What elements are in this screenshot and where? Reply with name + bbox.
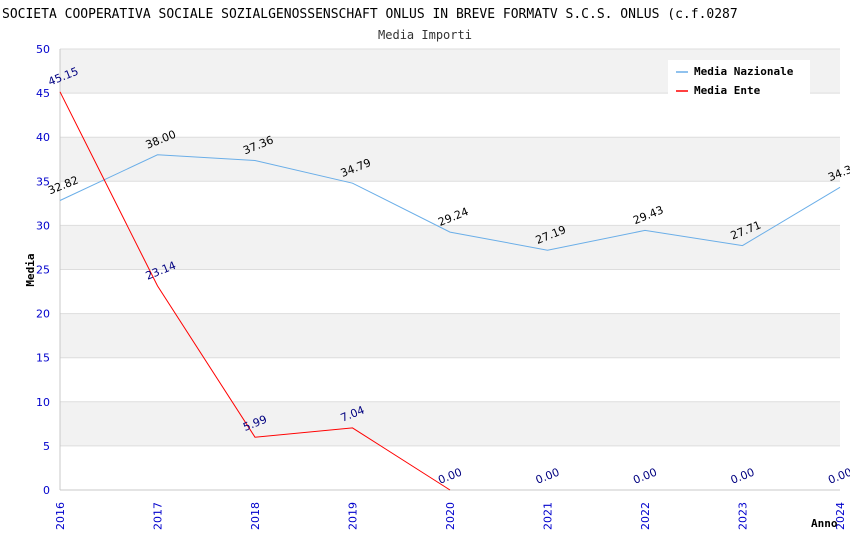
x-tick-label: 2024 bbox=[834, 502, 847, 530]
y-tick-label: 0 bbox=[43, 484, 50, 497]
y-tick-label: 30 bbox=[36, 219, 50, 232]
series-line-ente bbox=[59, 91, 451, 491]
legend-label-ente: Media Ente bbox=[694, 84, 761, 97]
chart-subtitle: Media Importi bbox=[378, 28, 472, 42]
grid-band bbox=[60, 181, 840, 226]
x-tick-label: 2021 bbox=[542, 502, 555, 530]
legend-label-nazionale: Media Nazionale bbox=[694, 65, 794, 78]
y-tick-label: 20 bbox=[36, 308, 50, 321]
y-tick-label: 5 bbox=[43, 440, 50, 453]
legend: Media Nazionale Media Ente bbox=[668, 60, 810, 97]
y-tick-label: 15 bbox=[36, 352, 50, 365]
legend-box bbox=[668, 60, 810, 96]
x-tick-label: 2023 bbox=[737, 502, 750, 530]
y-tick-label: 45 bbox=[36, 87, 50, 100]
y-tick-label: 25 bbox=[36, 264, 50, 277]
x-tick-label: 2018 bbox=[249, 502, 262, 530]
grid-band bbox=[60, 269, 840, 314]
x-tick-label: 2020 bbox=[444, 502, 457, 530]
y-tick-label: 40 bbox=[36, 131, 50, 144]
x-axis-title: Anno bbox=[811, 517, 838, 530]
grid-band bbox=[60, 401, 840, 446]
grid-band bbox=[60, 357, 840, 402]
y-tick-label: 10 bbox=[36, 396, 50, 409]
grid-band bbox=[60, 313, 840, 358]
grid-band bbox=[60, 93, 840, 138]
x-tick-label: 2017 bbox=[152, 502, 165, 530]
y-tick-label: 50 bbox=[36, 43, 50, 56]
series-line-nazionale bbox=[59, 154, 841, 251]
grid-band bbox=[60, 445, 840, 490]
plot-area: 0 5 10 15 20 25 30 35 40 45 50 2016 2017 2018 2019 2020… bbox=[36, 43, 850, 530]
chart-title: SOCIETA COOPERATIVA SOCIALE SOZIALGENOSS… bbox=[2, 7, 738, 22]
x-tick-label: 2016 bbox=[54, 502, 67, 530]
x-tick-label: 2019 bbox=[347, 502, 360, 530]
grid-band bbox=[60, 137, 840, 182]
y-axis-title: Media bbox=[24, 253, 37, 286]
x-tick-label: 2022 bbox=[639, 502, 652, 530]
y-tick-label: 35 bbox=[36, 175, 50, 188]
grid-band bbox=[60, 225, 840, 270]
